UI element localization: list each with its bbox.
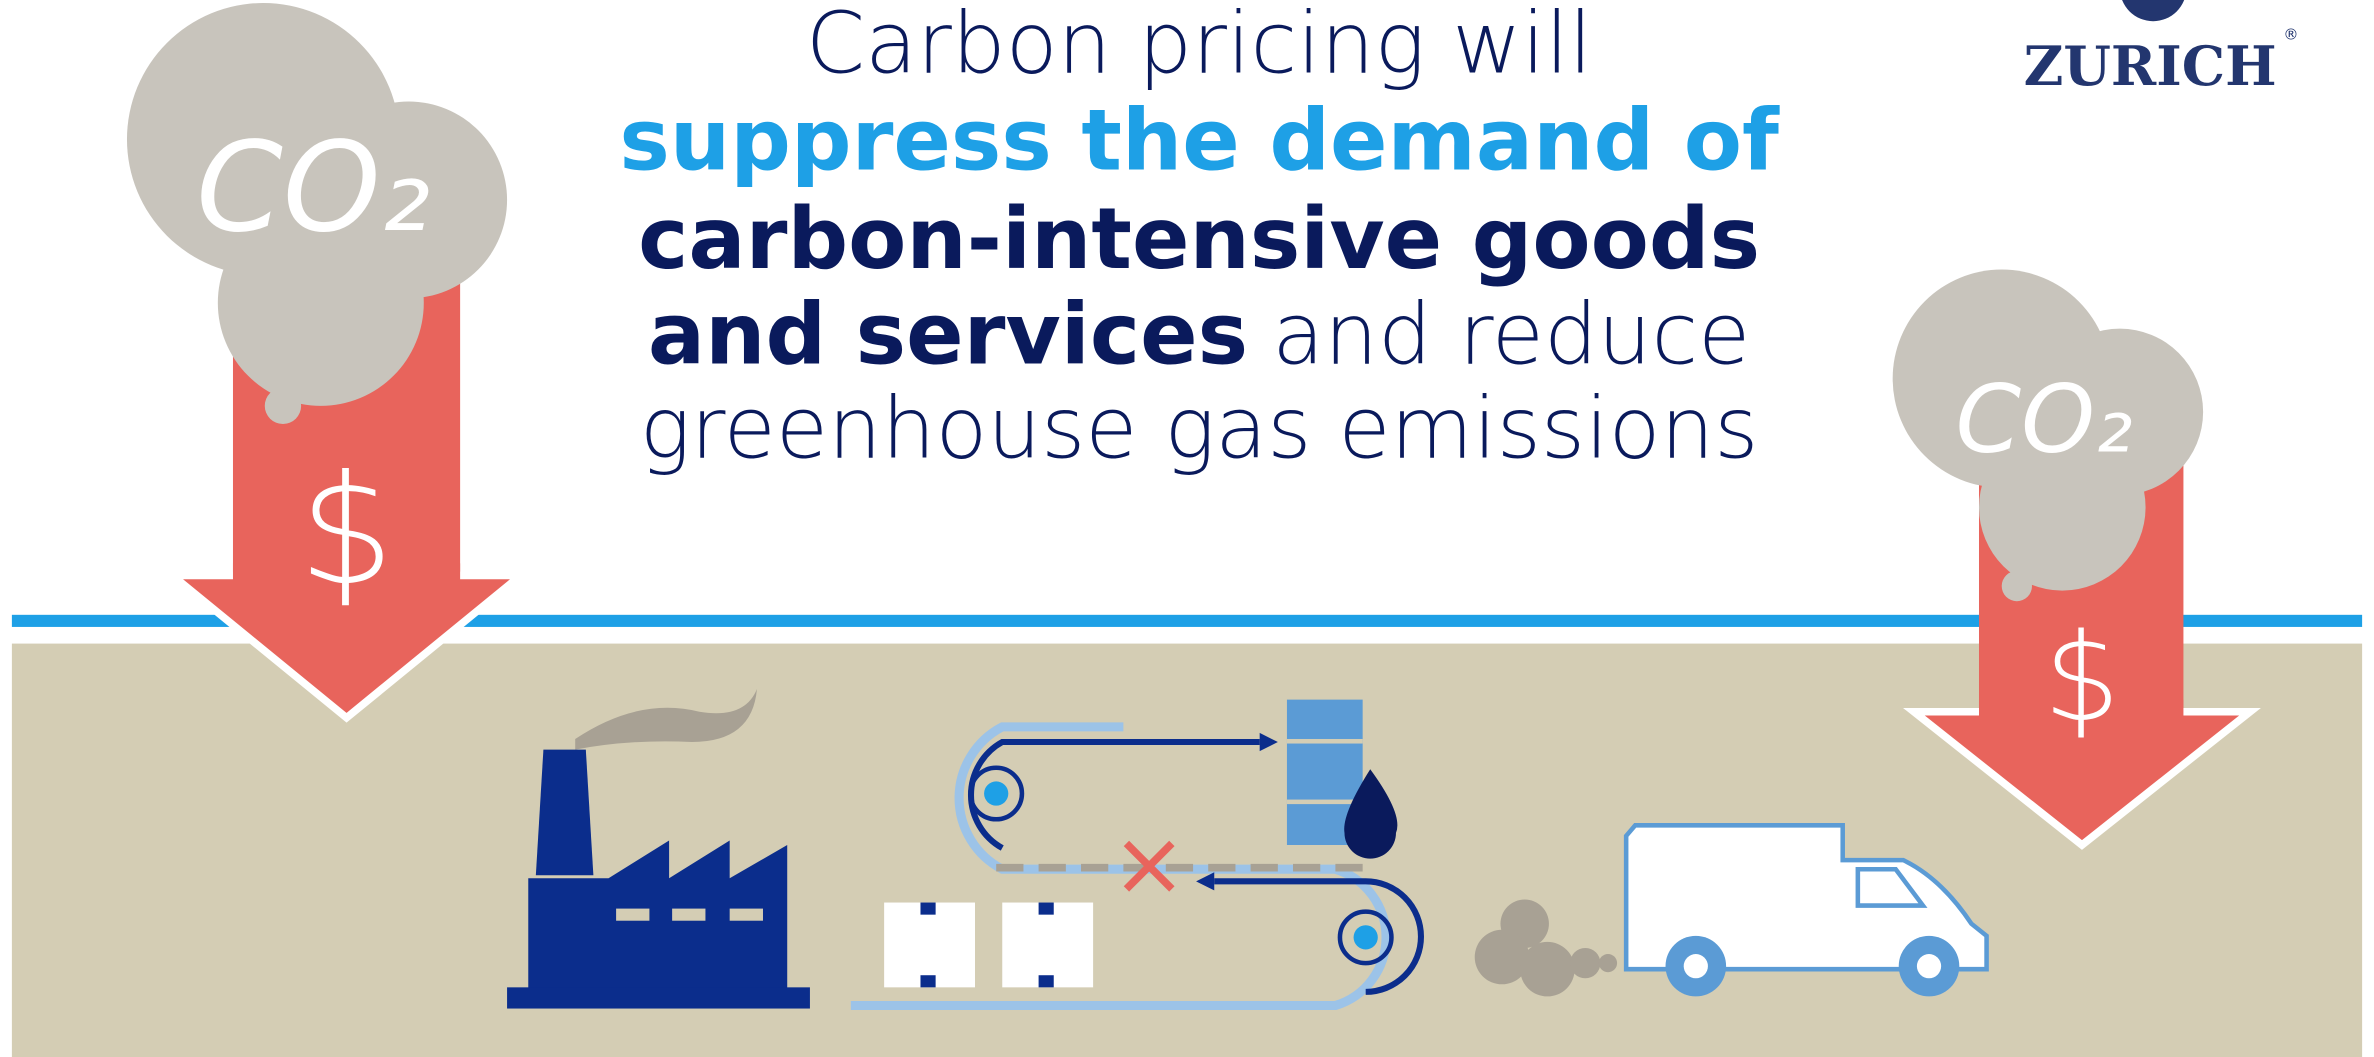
headline-line: carbon-intensive goods <box>638 189 1760 288</box>
logo-emblem <box>2120 0 2187 21</box>
logo-mark: ® <box>2283 25 2298 43</box>
headline-line: Carbon pricing will <box>806 0 1592 93</box>
cloud-label: CO₂ <box>196 116 430 260</box>
infographic: Carbon pricing will suppress the demand … <box>0 0 2374 1057</box>
headline-regular: and reduce <box>1272 284 1750 383</box>
headline-line: greenhouse gas emissions <box>640 378 1759 477</box>
dollar-sign: $ <box>298 442 394 619</box>
dollar-sign: $ <box>2043 607 2120 748</box>
headline-bold: and services <box>648 284 1248 383</box>
headline-line: suppress the demand of <box>619 91 1780 190</box>
logo-name: ZURICH <box>2024 34 2277 98</box>
cloud-label: CO₂ <box>1956 365 2133 474</box>
